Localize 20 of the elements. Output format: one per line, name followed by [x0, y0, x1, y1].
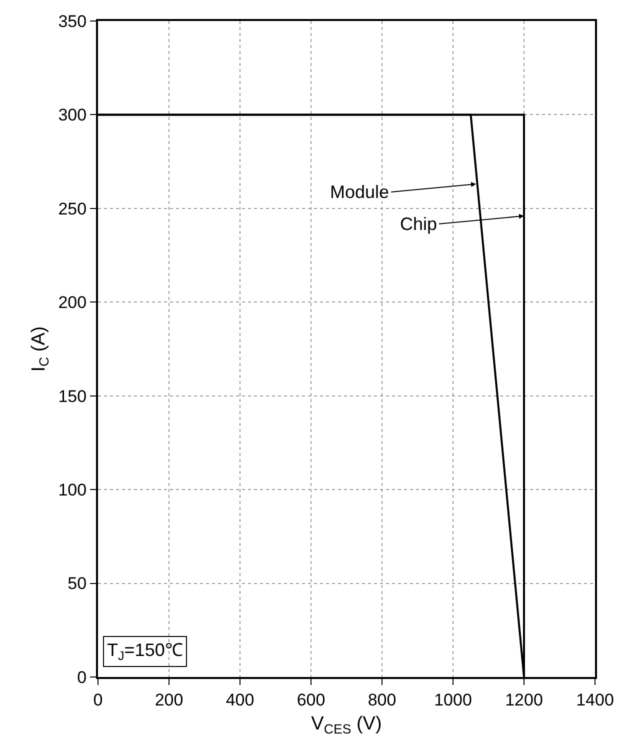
y-tick-label: 350 — [58, 12, 87, 31]
x-tick-label: 1200 — [505, 690, 543, 710]
x-tick-label: 400 — [226, 690, 254, 710]
x-axis-title: V$_{CES}$ (V) — [311, 714, 382, 737]
y-tick-label: 300 — [58, 106, 87, 125]
y-tick-label: 0 — [77, 668, 87, 687]
y-tick-label: 50 — [68, 574, 87, 594]
y-tick-label: 150 — [58, 386, 87, 406]
x-tick-label: 1000 — [434, 690, 472, 710]
annotation: Chip — [400, 214, 438, 234]
y-tick-label: 200 — [58, 293, 87, 312]
y-tick-label: 100 — [58, 480, 87, 500]
annotation: Module — [330, 182, 390, 202]
x-tick-label: 800 — [368, 690, 396, 710]
x-tick-label: 600 — [296, 690, 326, 710]
x-tick-label: 0 — [93, 690, 103, 710]
annotation: T$_{J}$=150℃ — [107, 640, 183, 663]
y-tick-label: 250 — [58, 199, 87, 218]
x-tick-label: 1400 — [576, 690, 614, 710]
x-tick-label: 200 — [154, 690, 184, 710]
